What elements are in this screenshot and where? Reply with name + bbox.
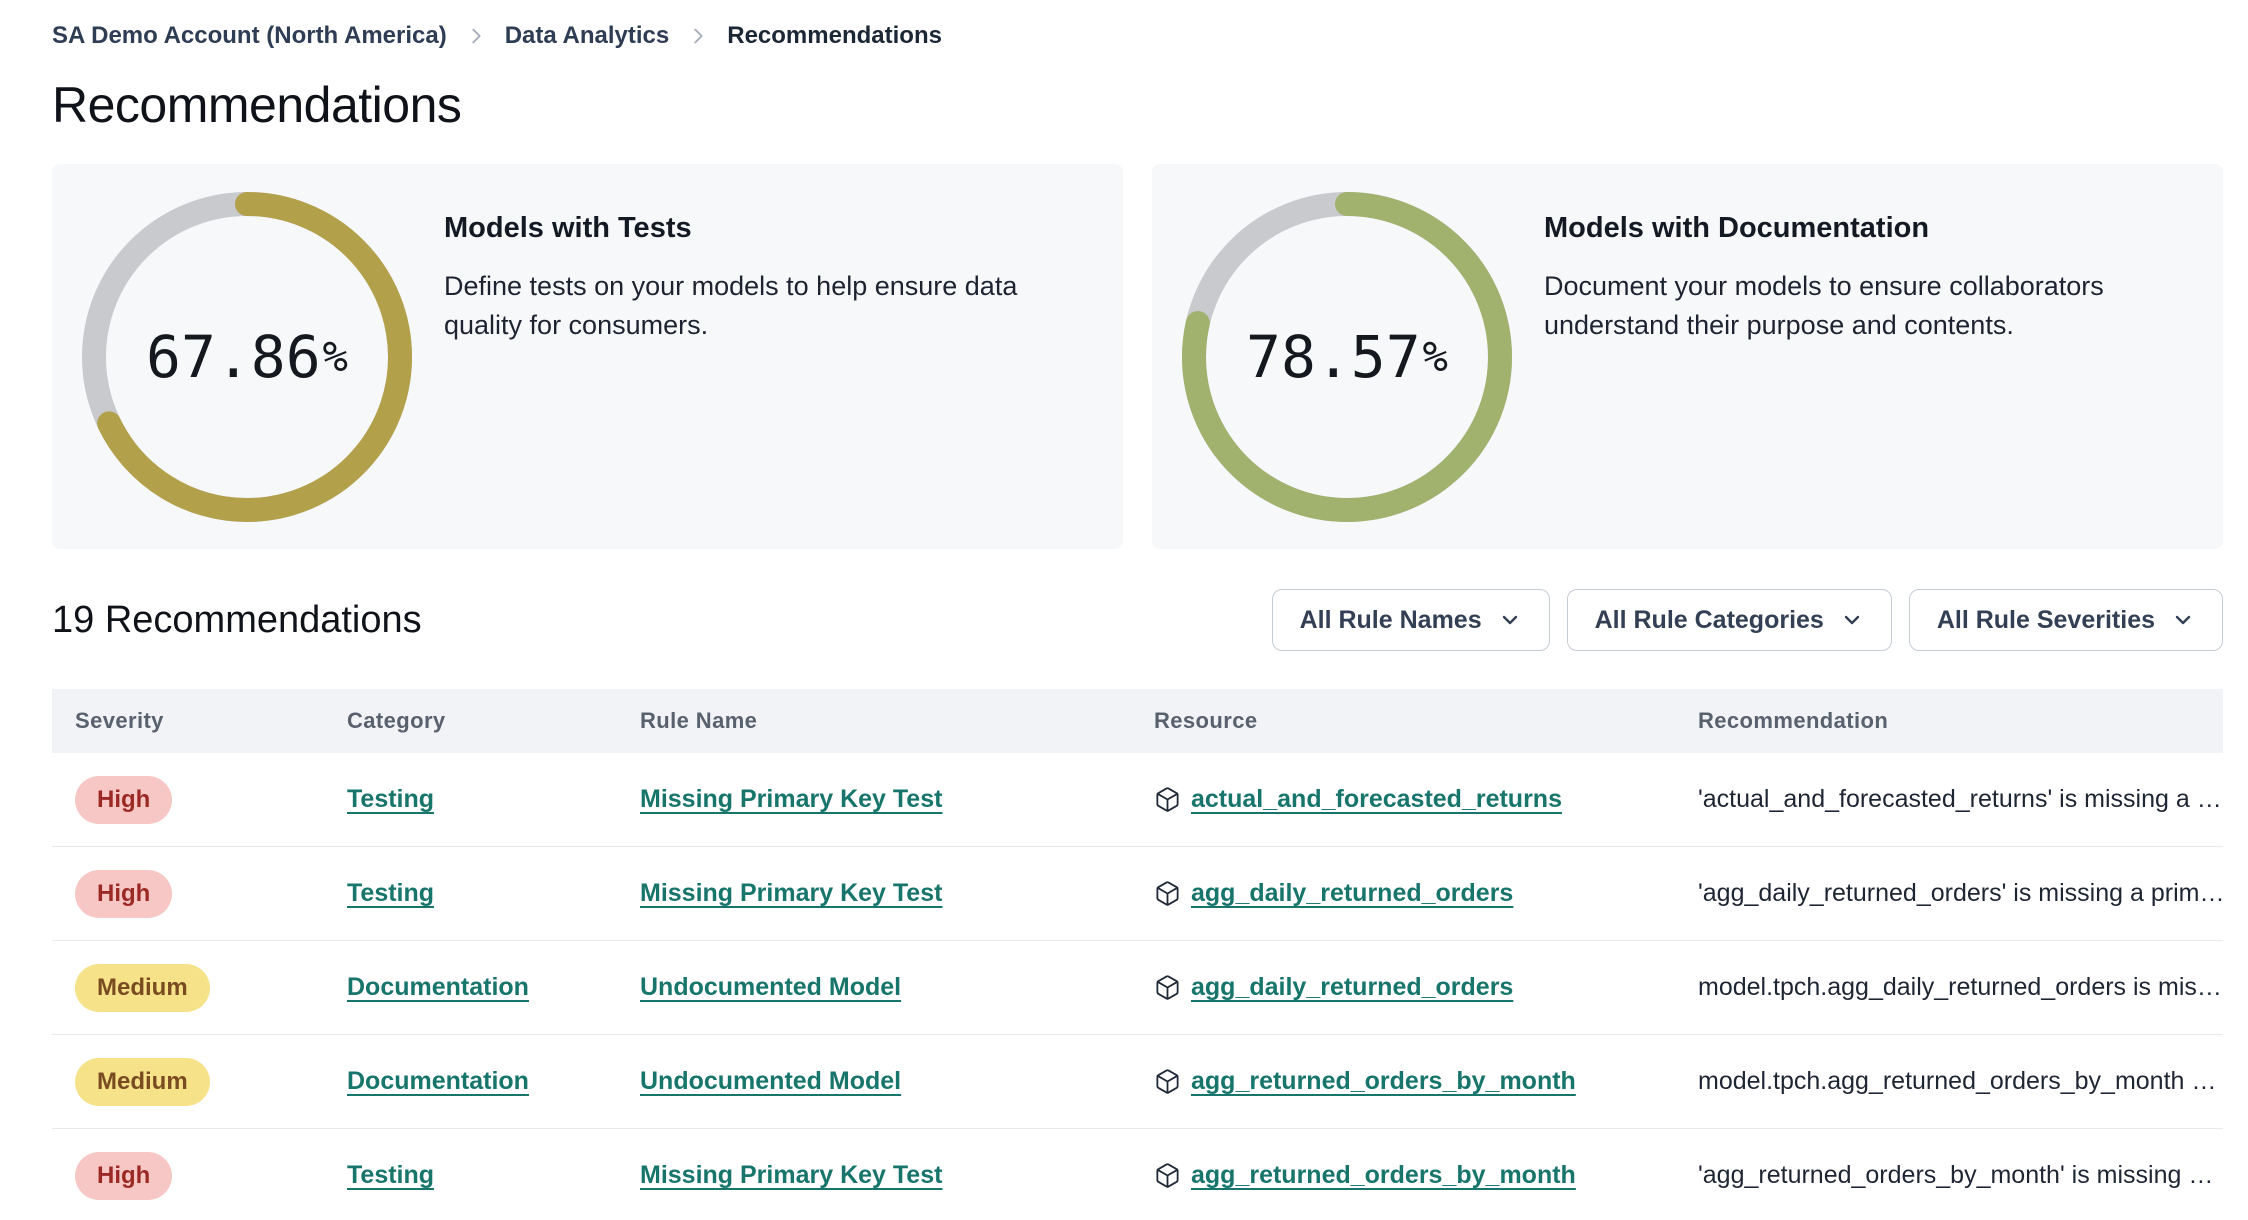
recommendations-count-heading: 19 Recommendations xyxy=(52,598,422,641)
chevron-down-icon xyxy=(1840,608,1864,632)
category-link[interactable]: Documentation xyxy=(347,973,529,1001)
donut-value-arc xyxy=(82,191,412,522)
card-description: Document your models to ensure collabora… xyxy=(1544,271,2104,341)
column-header-resource: Resource xyxy=(1154,708,1258,733)
rule-name-link[interactable]: Undocumented Model xyxy=(640,1067,902,1095)
breadcrumb: SA Demo Account (North America) Data Ana… xyxy=(52,22,2223,50)
chevron-down-icon xyxy=(1498,608,1522,632)
models-with-documentation-card: 78.57% Models with Documentation Documen… xyxy=(1152,164,2223,549)
list-header: 19 Recommendations All Rule Names All Ru… xyxy=(52,589,2223,651)
resource-link[interactable]: agg_daily_returned_orders xyxy=(1191,973,1514,1001)
recommendation-text: model.tpch.agg_returned_orders_by_month … xyxy=(1698,1067,2217,1095)
recommendation-text: model.tpch.agg_daily_returned_orders is … xyxy=(1698,973,2222,1001)
rule-name-link[interactable]: Missing Primary Key Test xyxy=(640,785,943,813)
severity-badge: Medium xyxy=(75,963,210,1012)
rule-names-filter-dropdown[interactable]: All Rule Names xyxy=(1271,589,1550,651)
severity-badge: High xyxy=(75,775,173,824)
card-description: Define tests on your models to help ensu… xyxy=(444,271,1018,341)
documentation-percent-label: 78.57% xyxy=(1246,322,1448,391)
category-link[interactable]: Testing xyxy=(347,785,435,813)
models-with-tests-card: 67.86% Models with Tests Define tests on… xyxy=(52,164,1123,549)
tests-percent-label: 67.86% xyxy=(146,322,348,391)
filter-bar: All Rule Names All Rule Categories All R… xyxy=(1271,589,2223,651)
rule-severities-filter-dropdown[interactable]: All Rule Severities xyxy=(1908,589,2223,651)
severity-badge: High xyxy=(75,869,173,918)
table-row: Medium Documentation Undocumented Model … xyxy=(52,1035,2223,1129)
column-header-severity: Severity xyxy=(75,708,164,733)
column-header-category: Category xyxy=(347,708,446,733)
category-link[interactable]: Testing xyxy=(347,1161,435,1189)
rule-name-link[interactable]: Undocumented Model xyxy=(640,973,902,1001)
metric-cards: 67.86% Models with Tests Define tests on… xyxy=(52,164,2223,549)
chevron-right-icon xyxy=(687,25,709,47)
card-title: Models with Documentation xyxy=(1544,212,1930,244)
model-cube-icon xyxy=(1154,786,1181,813)
recommendations-table: Severity Category Rule Name Resource Rec… xyxy=(52,689,2223,1220)
table-row: High Testing Missing Primary Key Test ag… xyxy=(52,847,2223,941)
resource-link[interactable]: actual_and_forecasted_returns xyxy=(1191,785,1562,813)
table-row: Medium Documentation Undocumented Model … xyxy=(52,941,2223,1035)
card-title: Models with Tests xyxy=(444,212,692,244)
rule-categories-filter-dropdown[interactable]: All Rule Categories xyxy=(1566,589,1892,651)
breadcrumb-account[interactable]: SA Demo Account (North America) xyxy=(52,22,447,49)
resource-link[interactable]: agg_daily_returned_orders xyxy=(1191,879,1514,907)
model-cube-icon xyxy=(1154,1068,1181,1095)
model-cube-icon xyxy=(1154,1162,1181,1189)
model-cube-icon xyxy=(1154,880,1181,907)
donut-value-arc xyxy=(1182,191,1512,522)
category-link[interactable]: Documentation xyxy=(347,1067,529,1095)
documentation-donut-chart: 78.57% xyxy=(1182,191,1512,522)
table-row: High Testing Missing Primary Key Test ag… xyxy=(52,1129,2223,1220)
recommendation-text: 'agg_daily_returned_orders' is missing a… xyxy=(1698,879,2223,907)
page-title: Recommendations xyxy=(52,77,462,133)
tests-donut-chart: 67.86% xyxy=(82,191,412,522)
breadcrumb-project[interactable]: Data Analytics xyxy=(504,22,670,49)
model-cube-icon xyxy=(1154,974,1181,1001)
rule-name-link[interactable]: Missing Primary Key Test xyxy=(640,879,943,907)
column-header-rule-name: Rule Name xyxy=(640,708,758,733)
chevron-down-icon xyxy=(2171,608,2195,632)
category-link[interactable]: Testing xyxy=(347,879,435,907)
column-header-recommendation: Recommendation xyxy=(1698,708,1889,733)
table-row: High Testing Missing Primary Key Test ac… xyxy=(52,753,2223,847)
severity-badge: High xyxy=(75,1151,173,1200)
severity-badge: Medium xyxy=(75,1057,210,1106)
recommendation-text: 'actual_and_forecasted_returns' is missi… xyxy=(1698,785,2222,813)
resource-link[interactable]: agg_returned_orders_by_month xyxy=(1191,1067,1576,1095)
resource-link[interactable]: agg_returned_orders_by_month xyxy=(1191,1161,1576,1189)
chevron-right-icon xyxy=(465,25,487,47)
rule-name-link[interactable]: Missing Primary Key Test xyxy=(640,1161,943,1189)
breadcrumb-current: Recommendations xyxy=(727,22,942,49)
recommendation-text: 'agg_returned_orders_by_month' is missin… xyxy=(1698,1161,2214,1189)
table-header-row: Severity Category Rule Name Resource Rec… xyxy=(52,689,2223,753)
